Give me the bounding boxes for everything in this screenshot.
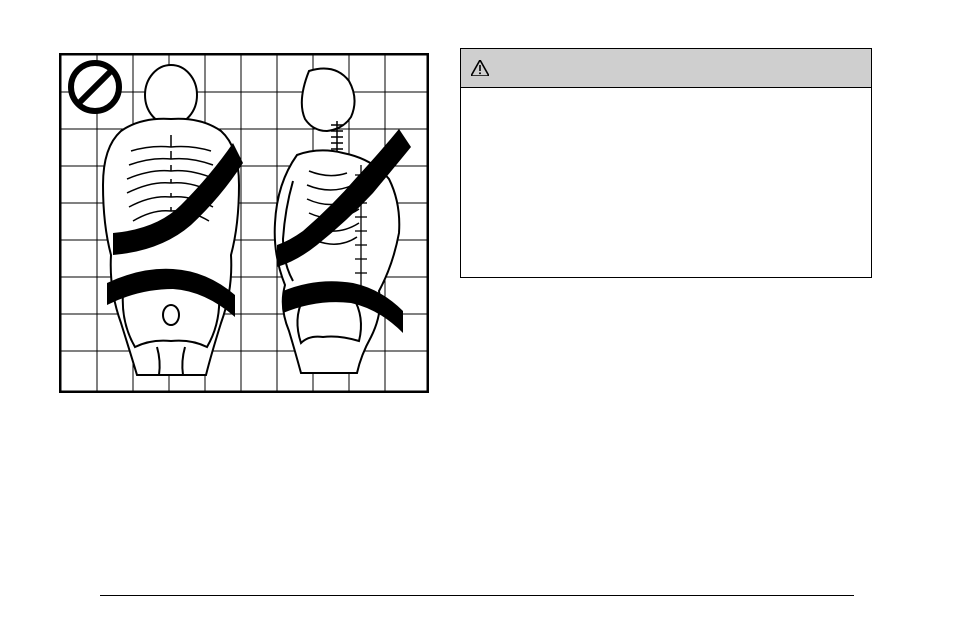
caution-box bbox=[460, 48, 872, 278]
manual-page bbox=[0, 0, 954, 636]
illustration-svg bbox=[61, 55, 427, 391]
caution-body bbox=[461, 88, 871, 108]
caution-header bbox=[461, 49, 871, 88]
seatbelt-incorrect-illustration bbox=[59, 53, 429, 393]
page-rule bbox=[100, 595, 854, 596]
warning-icon bbox=[471, 60, 489, 76]
